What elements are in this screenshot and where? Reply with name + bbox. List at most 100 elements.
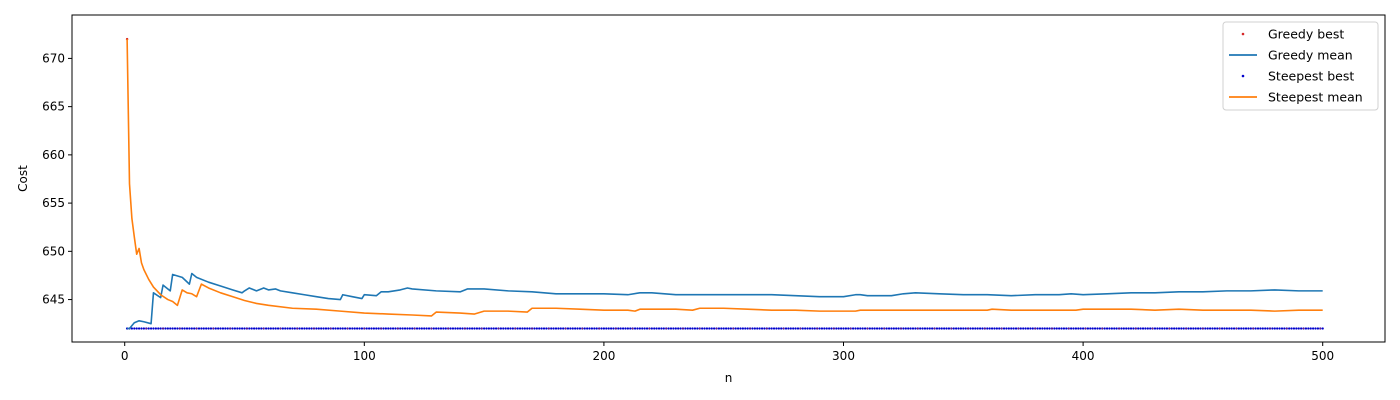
- steepest-best-point: [257, 327, 261, 330]
- steepest-best-point: [466, 327, 469, 330]
- steepest-best-point: [578, 327, 582, 330]
- steepest-best-point: [806, 327, 809, 330]
- y-tick-label: 665: [42, 100, 65, 114]
- greedy-best-point: [581, 327, 584, 330]
- steepest-best-point: [320, 327, 323, 330]
- steepest-best-point: [521, 327, 524, 330]
- legend-entry: Greedy best: [1268, 27, 1344, 42]
- steepest-best-point: [137, 327, 141, 330]
- greedy-best-point: [1000, 327, 1003, 330]
- steepest-best-point: [389, 327, 392, 330]
- steepest-best-point: [641, 327, 644, 330]
- steepest-best-point: [935, 327, 939, 330]
- steepest-best-point: [708, 327, 711, 330]
- greedy-best-point: [698, 327, 701, 330]
- steepest-best-point: [511, 327, 515, 330]
- greedy-best-point: [313, 327, 315, 330]
- steepest-best-point: [823, 327, 826, 330]
- steepest-best-point: [919, 327, 922, 330]
- steepest-best-point: [1192, 327, 1195, 330]
- steepest-best-point: [847, 327, 850, 330]
- greedy-best-point: [1235, 327, 1238, 330]
- steepest-best-point: [322, 327, 325, 330]
- steepest-best-point: [1036, 327, 1039, 330]
- steepest-best-point: [475, 327, 479, 330]
- steepest-best-point: [837, 327, 840, 330]
- greedy-best-point: [1034, 327, 1036, 330]
- y-axis-label: Cost: [16, 165, 30, 192]
- greedy-best-point: [430, 327, 433, 330]
- steepest-best-point: [1237, 327, 1240, 330]
- steepest-best-point: [272, 327, 275, 330]
- steepest-best-point: [411, 327, 414, 330]
- steepest-best-point: [590, 327, 594, 330]
- steepest-best-point: [399, 327, 402, 330]
- greedy-best-point: [1218, 327, 1221, 330]
- steepest-best-point: [1098, 327, 1102, 330]
- steepest-best-point: [142, 327, 146, 330]
- steepest-best-point: [1196, 327, 1200, 330]
- steepest-best-point: [355, 327, 359, 330]
- greedy-best-point: [1302, 327, 1305, 330]
- steepest-best-point: [1158, 327, 1161, 330]
- steepest-best-point: [439, 327, 443, 330]
- steepest-best-point: [1304, 327, 1308, 330]
- steepest-best-point: [693, 327, 697, 330]
- greedy-best-point: [866, 327, 869, 330]
- greedy-best-point: [732, 327, 735, 330]
- greedy-best-point: [1101, 327, 1104, 330]
- steepest-best-point: [1220, 327, 1224, 330]
- steepest-best-point: [645, 327, 649, 330]
- steepest-best-point: [173, 327, 177, 330]
- steepest-best-point: [1072, 327, 1075, 330]
- steepest-best-point: [406, 327, 409, 330]
- greedy-best-point: [1135, 327, 1137, 330]
- steepest-best-point: [509, 327, 512, 330]
- steepest-best-point: [133, 327, 136, 330]
- steepest-best-point: [418, 327, 421, 330]
- greedy-best-point: [229, 327, 231, 330]
- steepest-best-point: [384, 327, 388, 330]
- steepest-best-point: [545, 327, 548, 330]
- steepest-best-point: [684, 327, 687, 330]
- steepest-best-point: [703, 327, 706, 330]
- steepest-best-point: [643, 327, 646, 330]
- steepest-best-point: [1206, 327, 1209, 330]
- steepest-best-point: [557, 327, 560, 330]
- steepest-best-point: [207, 327, 210, 330]
- steepest-best-point: [1057, 327, 1061, 330]
- legend-box: [1222, 21, 1379, 111]
- steepest-best-point: [851, 327, 855, 330]
- steepest-best-point: [554, 327, 558, 330]
- steepest-best-point: [760, 327, 764, 330]
- steepest-best-point: [986, 327, 989, 330]
- steepest-best-point: [250, 327, 253, 330]
- x-axis-label: n: [725, 371, 733, 385]
- steepest-best-point: [214, 327, 217, 330]
- greedy-best-point: [1118, 327, 1120, 330]
- steepest-best-point: [336, 327, 340, 330]
- steepest-best-point: [780, 327, 783, 330]
- steepest-best-point: [1079, 327, 1082, 330]
- steepest-best-point: [387, 327, 390, 330]
- steepest-best-point: [863, 327, 867, 330]
- steepest-best-point: [1060, 327, 1063, 330]
- steepest-best-point: [1297, 327, 1300, 330]
- steepest-best-point: [351, 327, 354, 330]
- steepest-best-point: [825, 327, 828, 330]
- steepest-best-point: [473, 327, 476, 330]
- steepest-best-point: [559, 327, 562, 330]
- steepest-best-point: [202, 327, 205, 330]
- y-tick-label: 655: [42, 196, 65, 210]
- greedy-best-point: [296, 327, 299, 330]
- steepest-best-point: [763, 327, 766, 330]
- steepest-best-point: [1199, 327, 1202, 330]
- greedy-best-point: [782, 327, 785, 330]
- steepest-best-point: [288, 327, 292, 330]
- steepest-best-point: [775, 327, 778, 330]
- steepest-best-point: [638, 327, 641, 330]
- greedy-best-point: [749, 327, 751, 330]
- steepest-best-point: [1139, 327, 1142, 330]
